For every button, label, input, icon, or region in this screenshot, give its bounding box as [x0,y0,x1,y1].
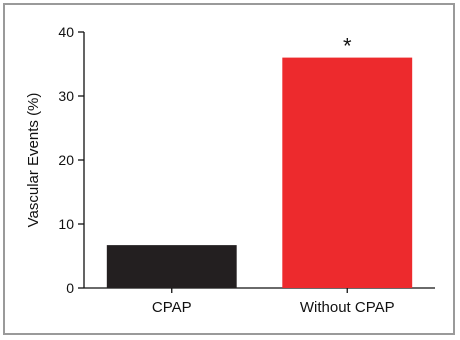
y-tick-label: 40 [58,24,74,40]
y-tick-label: 20 [58,152,74,168]
x-category-label: CPAP [152,299,192,316]
y-tick-label: 30 [58,88,74,104]
significance-asterisk: * [343,34,352,59]
bar-without-cpap [282,57,413,288]
y-axis-title: Vascular Events (%) [25,93,42,228]
bar-cpap [106,245,237,288]
x-category-label: Without CPAP [300,299,395,316]
y-tick-label: 0 [66,280,74,296]
y-tick-label: 10 [58,216,74,232]
